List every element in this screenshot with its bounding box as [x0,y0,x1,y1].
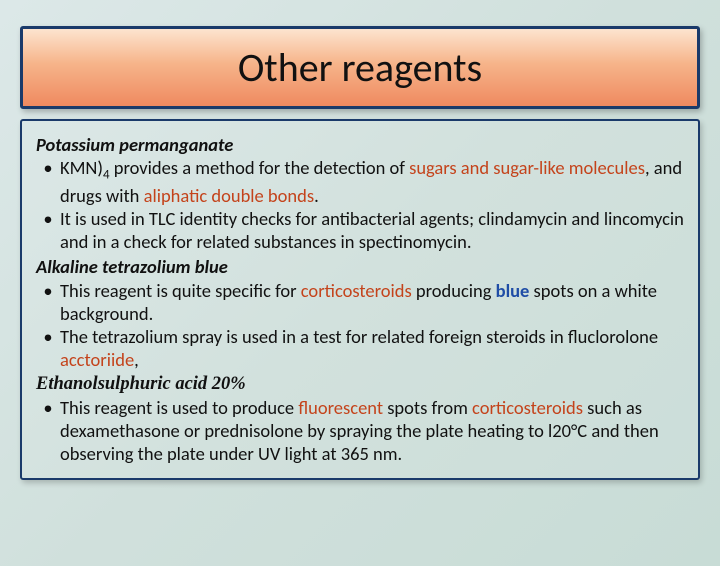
text-run: The tetrazolium spray is used in a test … [60,325,658,348]
section-3-list: • This reagent is used to produce fluore… [36,396,684,465]
list-item: • This reagent is quite specific for cor… [36,279,684,325]
text-run: This reagent is used to produce [60,396,298,419]
highlight-text: sugars and sugar-like molecules [409,156,645,179]
list-item: • It is used in TLC identity checks for … [36,207,684,253]
bullet-icon: • [36,279,60,302]
bullet-icon: • [36,207,60,230]
text-run: KMN) [60,156,103,179]
list-item: • KMN)4 provides a method for the detect… [36,156,684,207]
list-item: • The tetrazolium spray is used in a tes… [36,325,684,371]
text-run: producing [412,279,496,302]
bullet-text: KMN)4 provides a method for the detectio… [60,156,684,207]
bullet-icon: • [36,325,60,348]
text-run: , [134,348,139,371]
highlight-text: acctoriide [60,348,134,371]
list-item: • This reagent is used to produce fluore… [36,396,684,465]
content-box: Potassium permanganate • KMN)4 provides … [20,119,700,480]
bullet-icon: • [36,396,60,419]
bullet-icon: • [36,156,60,179]
section-heading-1: Potassium permanganate [36,133,684,156]
title-box: Other reagents [20,26,700,109]
highlight-text: fluorescent [298,396,383,419]
bullet-text: The tetrazolium spray is used in a test … [60,325,684,371]
bullet-text: It is used in TLC identity checks for an… [60,207,684,253]
highlight-text: corticosteroids [472,396,583,419]
text-run: . [314,184,319,207]
blue-text: blue [496,279,530,302]
section-1-list: • KMN)4 provides a method for the detect… [36,156,684,253]
text-run: This reagent is quite specific for [60,279,301,302]
highlight-text: aliphatic double bonds [144,184,315,207]
text-run: spots from [383,396,472,419]
highlight-text: corticosteroids [301,279,412,302]
section-2-list: • This reagent is quite specific for cor… [36,279,684,372]
section-heading-2: Alkaline tetrazolium blue [36,255,684,278]
bullet-text: This reagent is quite specific for corti… [60,279,684,325]
section-heading-3: Ethanolsulphuric acid 20% [36,373,684,396]
slide-title: Other reagents [23,43,697,92]
bullet-text: This reagent is used to produce fluoresc… [60,396,684,465]
text-run: provides a method for the detection of [110,156,410,179]
